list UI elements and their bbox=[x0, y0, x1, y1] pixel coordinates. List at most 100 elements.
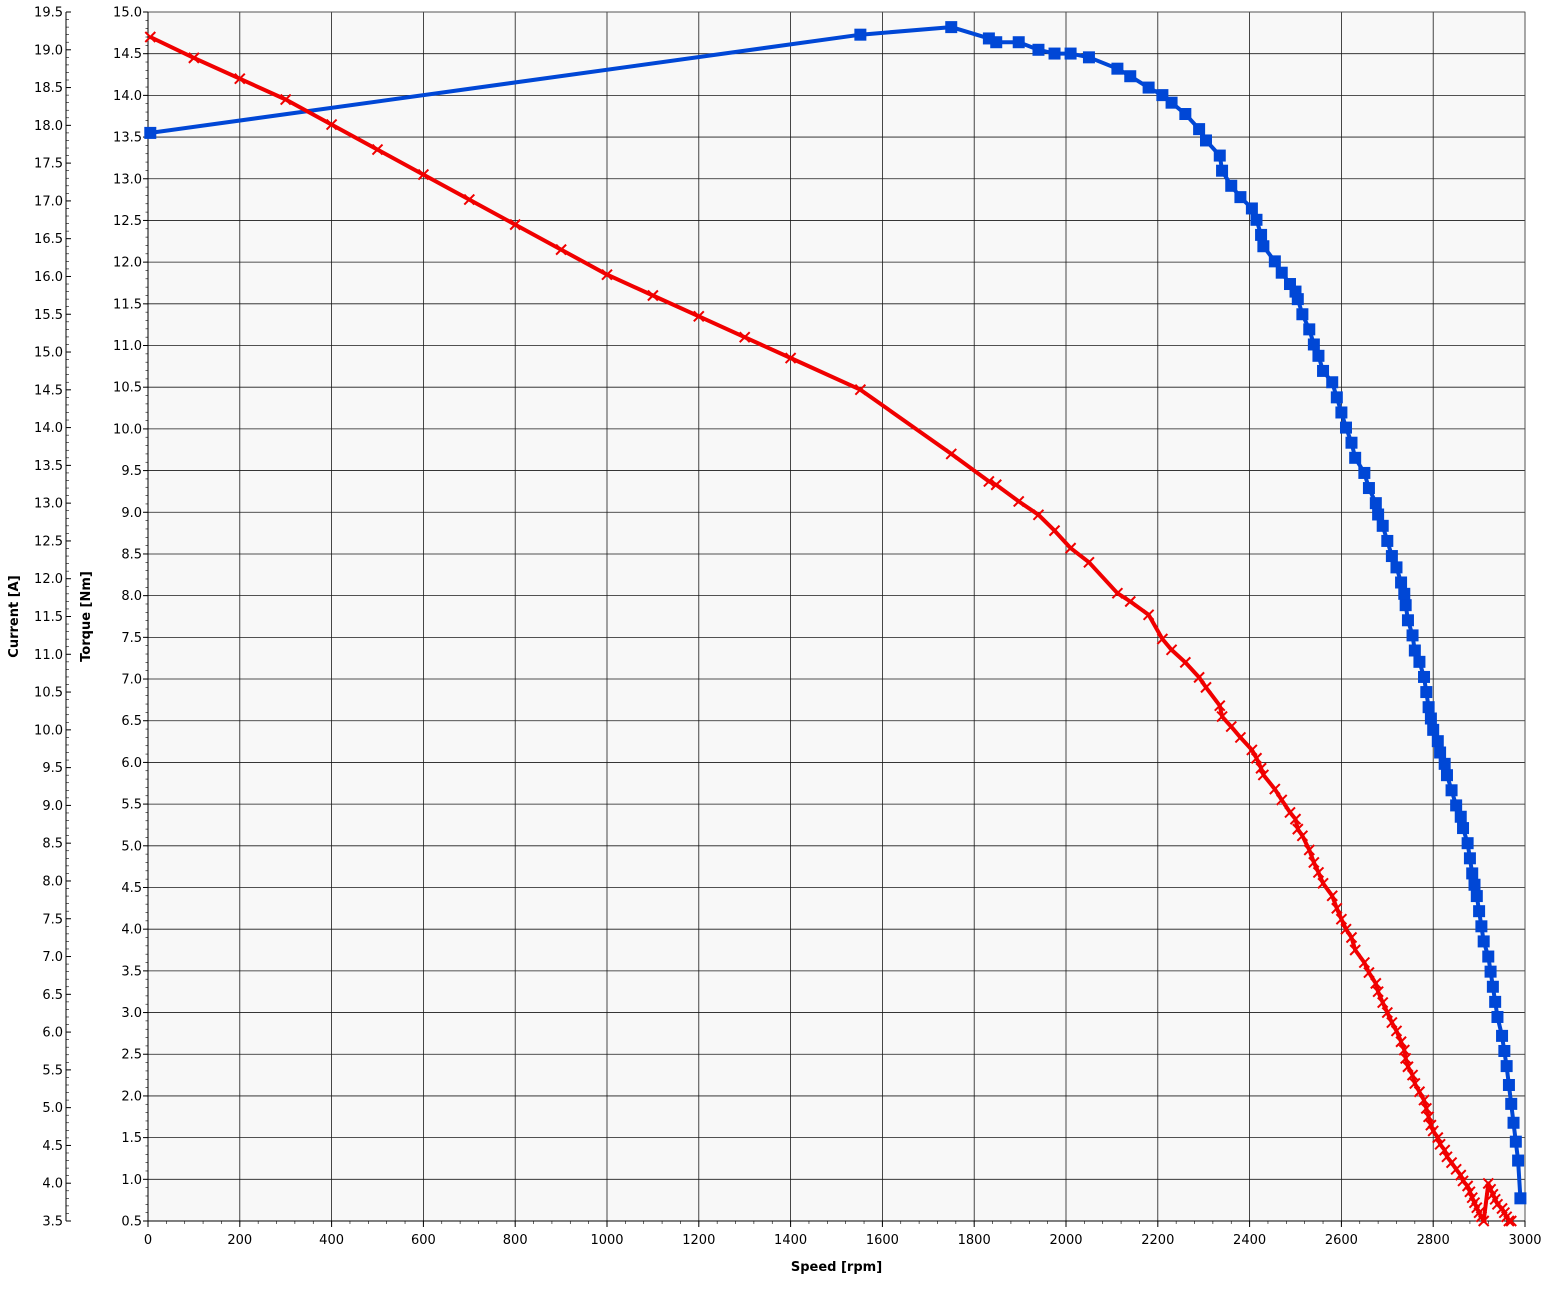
current-series bbox=[144, 21, 1527, 1205]
current-point bbox=[1012, 36, 1025, 49]
torque-point bbox=[1455, 1169, 1467, 1181]
current-point bbox=[1450, 799, 1463, 812]
current-point bbox=[1381, 534, 1394, 547]
current-point bbox=[1048, 47, 1061, 60]
current-point bbox=[1434, 746, 1447, 759]
torque-point bbox=[1246, 744, 1258, 756]
torque-point bbox=[1234, 731, 1247, 744]
current-point bbox=[1399, 599, 1412, 612]
current-tick-label: 13.5 bbox=[34, 459, 63, 474]
current-point bbox=[1064, 47, 1077, 60]
torque-point bbox=[1308, 856, 1320, 869]
torque-tick-label: 8.0 bbox=[121, 589, 142, 604]
current-point bbox=[1502, 1078, 1515, 1091]
torque-tick-label: 13.0 bbox=[113, 172, 142, 187]
current-point bbox=[1369, 497, 1382, 510]
current-tick-label: 10.0 bbox=[34, 723, 63, 738]
torque-point bbox=[509, 218, 521, 231]
current-point bbox=[1461, 837, 1474, 850]
current-point bbox=[1376, 519, 1389, 532]
current-tick-label: 4.5 bbox=[42, 1139, 63, 1154]
torque-point bbox=[1255, 762, 1267, 774]
current-point bbox=[1496, 1029, 1509, 1042]
torque-tick-label: 3.0 bbox=[121, 1006, 142, 1021]
torque-point bbox=[1464, 1186, 1476, 1198]
current-point bbox=[1484, 965, 1497, 978]
torque-tick-label: 5.5 bbox=[121, 798, 142, 813]
current-point bbox=[1303, 323, 1316, 336]
current-point bbox=[1165, 96, 1178, 109]
torque-point bbox=[647, 289, 659, 302]
x-tick-label: 1600 bbox=[866, 1233, 899, 1248]
torque-point bbox=[1399, 1052, 1412, 1065]
current-point bbox=[1216, 164, 1229, 177]
torque-tick-label: 11.0 bbox=[113, 339, 142, 354]
torque-tick-label: 1.5 bbox=[121, 1131, 142, 1146]
torque-point bbox=[1432, 1131, 1444, 1144]
torque-tick-label: 10.5 bbox=[113, 381, 142, 396]
current-point bbox=[1438, 757, 1451, 770]
current-point bbox=[1199, 134, 1212, 147]
torque-tick-label: 15.0 bbox=[113, 6, 142, 21]
current-point bbox=[1372, 508, 1385, 521]
torque-point bbox=[1317, 877, 1329, 890]
current-point bbox=[1385, 550, 1398, 563]
torque-point bbox=[1064, 542, 1077, 554]
current-point bbox=[1491, 1010, 1504, 1023]
current-point bbox=[1440, 769, 1453, 782]
torque-point bbox=[1406, 1069, 1419, 1081]
current-tick-label: 15.0 bbox=[34, 346, 63, 361]
torque-point bbox=[1032, 509, 1045, 521]
torque-point bbox=[234, 72, 246, 85]
x-tick-label: 2800 bbox=[1417, 1233, 1450, 1248]
current-point bbox=[1418, 670, 1431, 683]
torque-tick-label: 9.0 bbox=[121, 506, 142, 521]
current-tick-label: 14.0 bbox=[34, 421, 63, 436]
torque-point bbox=[1257, 769, 1270, 781]
torque-tick-label: 12.5 bbox=[113, 214, 142, 229]
current-point bbox=[1156, 89, 1169, 102]
torque-tick-label: 14.0 bbox=[113, 89, 142, 104]
current-tick-label: 13.0 bbox=[34, 497, 63, 512]
current-point bbox=[1225, 179, 1238, 192]
current-tick-label: 9.5 bbox=[42, 761, 63, 776]
torque-tick-label: 7.5 bbox=[121, 631, 142, 646]
current-point bbox=[1317, 364, 1330, 377]
torque-point bbox=[1340, 923, 1352, 935]
x-tick-label: 600 bbox=[411, 1233, 436, 1248]
torque-point bbox=[417, 168, 430, 181]
torque-point bbox=[1372, 985, 1384, 998]
x-tick-label: 400 bbox=[319, 1233, 344, 1248]
current-point bbox=[1505, 1097, 1518, 1110]
current-point bbox=[1466, 867, 1479, 880]
current-tick-label: 9.0 bbox=[42, 799, 63, 814]
current-tick-label: 18.0 bbox=[34, 119, 63, 134]
plot-area bbox=[148, 12, 1525, 1221]
torque-tick-label: 6.5 bbox=[121, 714, 142, 729]
torque-point bbox=[1477, 1215, 1490, 1227]
current-tick-label: 5.0 bbox=[42, 1101, 63, 1116]
x-tick-label: 2600 bbox=[1325, 1233, 1358, 1248]
torque-point bbox=[1503, 1215, 1515, 1227]
current-point bbox=[1268, 255, 1281, 268]
torque-point bbox=[1418, 1094, 1430, 1106]
torque-point bbox=[1214, 700, 1226, 712]
current-tick-label: 7.5 bbox=[42, 912, 63, 927]
current-point bbox=[1445, 784, 1458, 797]
torque-tick-label: 10.0 bbox=[113, 422, 142, 437]
torque-point bbox=[1402, 1061, 1414, 1073]
torque-point bbox=[784, 352, 797, 364]
torque-point bbox=[1420, 1102, 1433, 1115]
current-point bbox=[1330, 391, 1343, 404]
current-tick-label: 8.5 bbox=[42, 837, 63, 852]
torque-tick-label: 6.0 bbox=[121, 756, 142, 771]
torque-point bbox=[1200, 681, 1212, 694]
current-point bbox=[1473, 905, 1486, 918]
x-tick-label: 800 bbox=[503, 1233, 528, 1248]
current-point bbox=[990, 36, 1003, 49]
torque-point bbox=[1427, 1125, 1439, 1137]
torque-tick-label: 13.5 bbox=[113, 131, 142, 146]
current-point bbox=[1111, 62, 1124, 75]
current-point bbox=[1420, 686, 1433, 699]
current-point bbox=[1193, 123, 1206, 136]
